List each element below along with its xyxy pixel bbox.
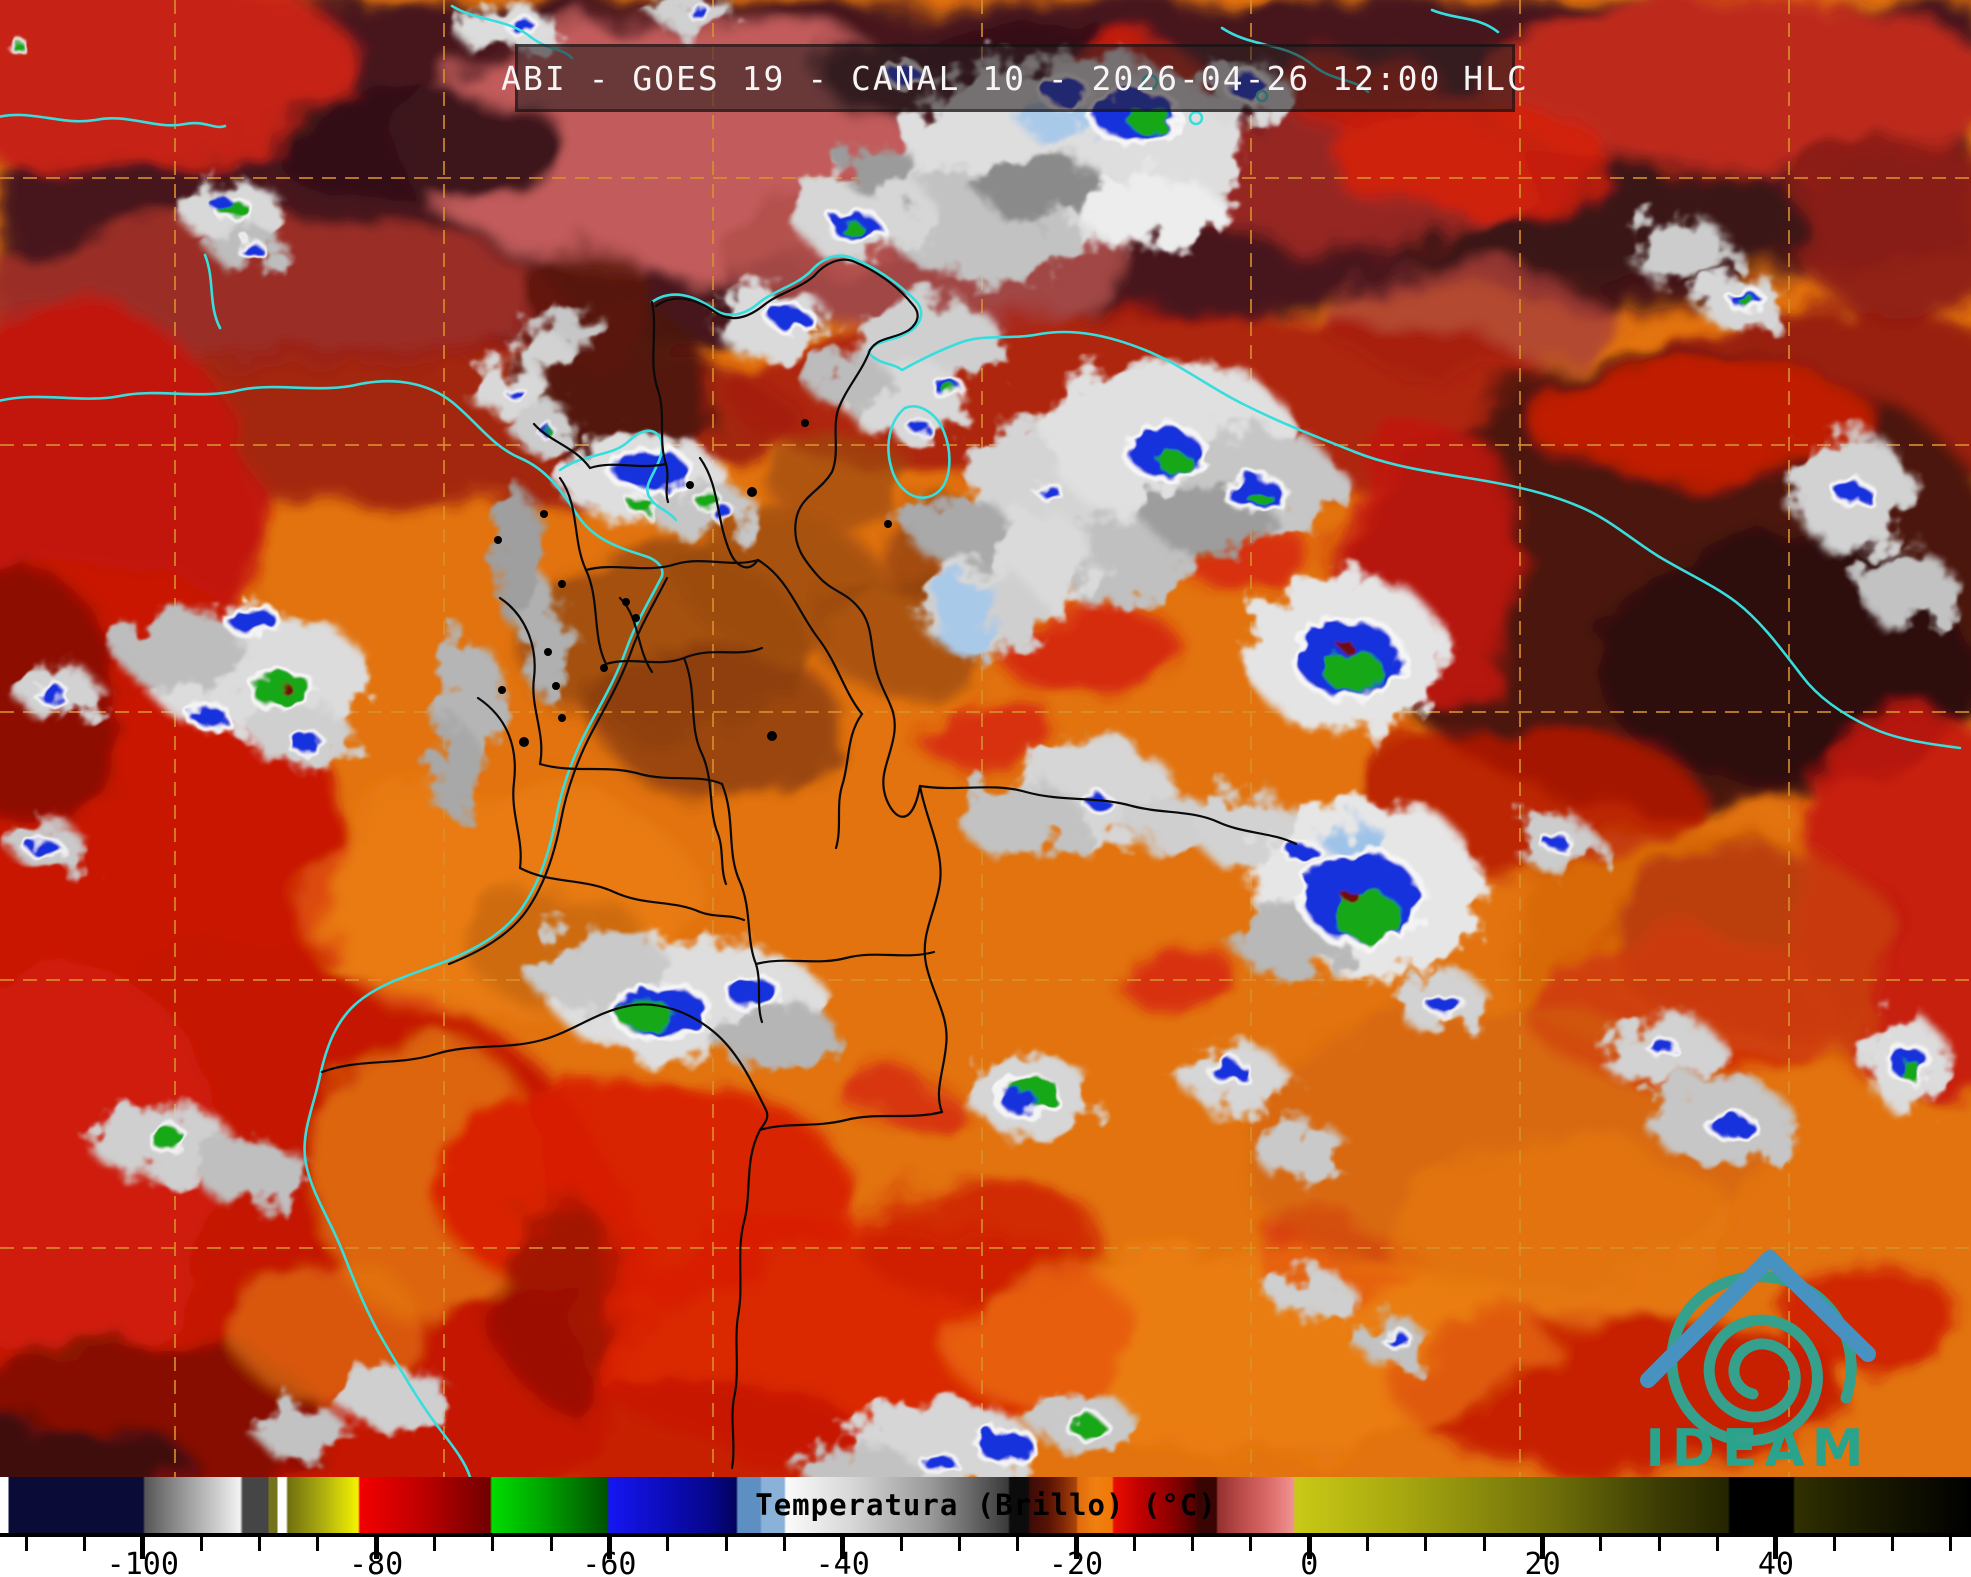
colorbar-tick [1073,1537,1079,1559]
colorbar-tick-label: -40 [815,1547,870,1577]
colorbar-tick [432,1537,436,1551]
colorbar-tick [1599,1537,1603,1551]
title-text: ABI - GOES 19 - CANAL 10 - 2026-04-26 12… [501,58,1529,98]
colorbar-tick [1366,1537,1370,1551]
colorbar-tick [549,1537,553,1551]
colorbar-tick [899,1537,903,1551]
colorbar-tick [782,1537,786,1551]
colorbar-tick [1191,1537,1195,1551]
colorbar-tick [1949,1537,1953,1551]
colorbar-tick [1482,1537,1486,1551]
colorbar-tick-label: -100 [106,1547,179,1577]
colorbar-tick [606,1537,612,1559]
colorbar-tick [316,1537,320,1551]
colorbar-tick [1891,1537,1895,1551]
country-department-borders [320,258,1298,1470]
colorbar-tick [1016,1537,1020,1551]
satellite-image: IDEAM [0,0,1971,1477]
colorbar-tick [957,1537,961,1551]
colorbar: Temperatura (Brillo) (°C) -100 -80 -60 -40-… [0,1477,1971,1577]
colorbar-tick [1540,1537,1546,1559]
graticule [0,0,1971,1477]
colorbar-tick-label: -60 [582,1547,637,1577]
colorbar-tick [840,1537,846,1559]
colorbar-tick [1832,1537,1836,1551]
colorbar-tick [1249,1537,1253,1551]
ideam-logo-text: IDEAM [1645,1419,1870,1477]
colorbar-tick [666,1537,670,1551]
ideam-roof-icon [1640,1250,1876,1388]
colorbar-tick [82,1537,86,1551]
colorbar-tick [199,1537,203,1551]
colorbar-tick [1424,1537,1428,1551]
colorbar-tick-label: 0 [1300,1547,1319,1577]
coastlines [0,4,1962,1477]
title-bar: ABI - GOES 19 - CANAL 10 - 2026-04-26 12… [501,44,1527,112]
colorbar-tick-label: -80 [349,1547,404,1577]
colorbar-tick-label: 20 [1524,1547,1561,1577]
colorbar-tick [140,1537,146,1559]
colorbar-tick [1132,1537,1136,1551]
ideam-logo: IDEAM [1640,1250,1876,1477]
colorbar-title: Temperatura (Brillo) (°C) [755,1488,1217,1522]
colorbar-tick [724,1537,728,1551]
colorbar-tick-label: -20 [1048,1547,1104,1577]
colorbar-tick [1657,1537,1661,1551]
colorbar-tick [1773,1537,1779,1559]
colorbar-gradient: Temperatura (Brillo) (°C) [0,1477,1971,1533]
colorbar-tick [257,1537,261,1551]
colorbar-tick [24,1537,28,1551]
colorbar-tick [373,1537,379,1559]
colorbar-tick [1716,1537,1720,1551]
ideam-spiral-icon [1666,1271,1857,1447]
city-markers [494,419,892,747]
colorbar-axis-line [0,1533,1971,1537]
colorbar-tick-label: 40 [1757,1547,1794,1577]
colorbar-tick [491,1537,495,1551]
colorbar-tick [1306,1537,1312,1559]
colorbar-tick-area: -100 -80 -60 -40 -20 0 20 40 [0,1537,1971,1577]
